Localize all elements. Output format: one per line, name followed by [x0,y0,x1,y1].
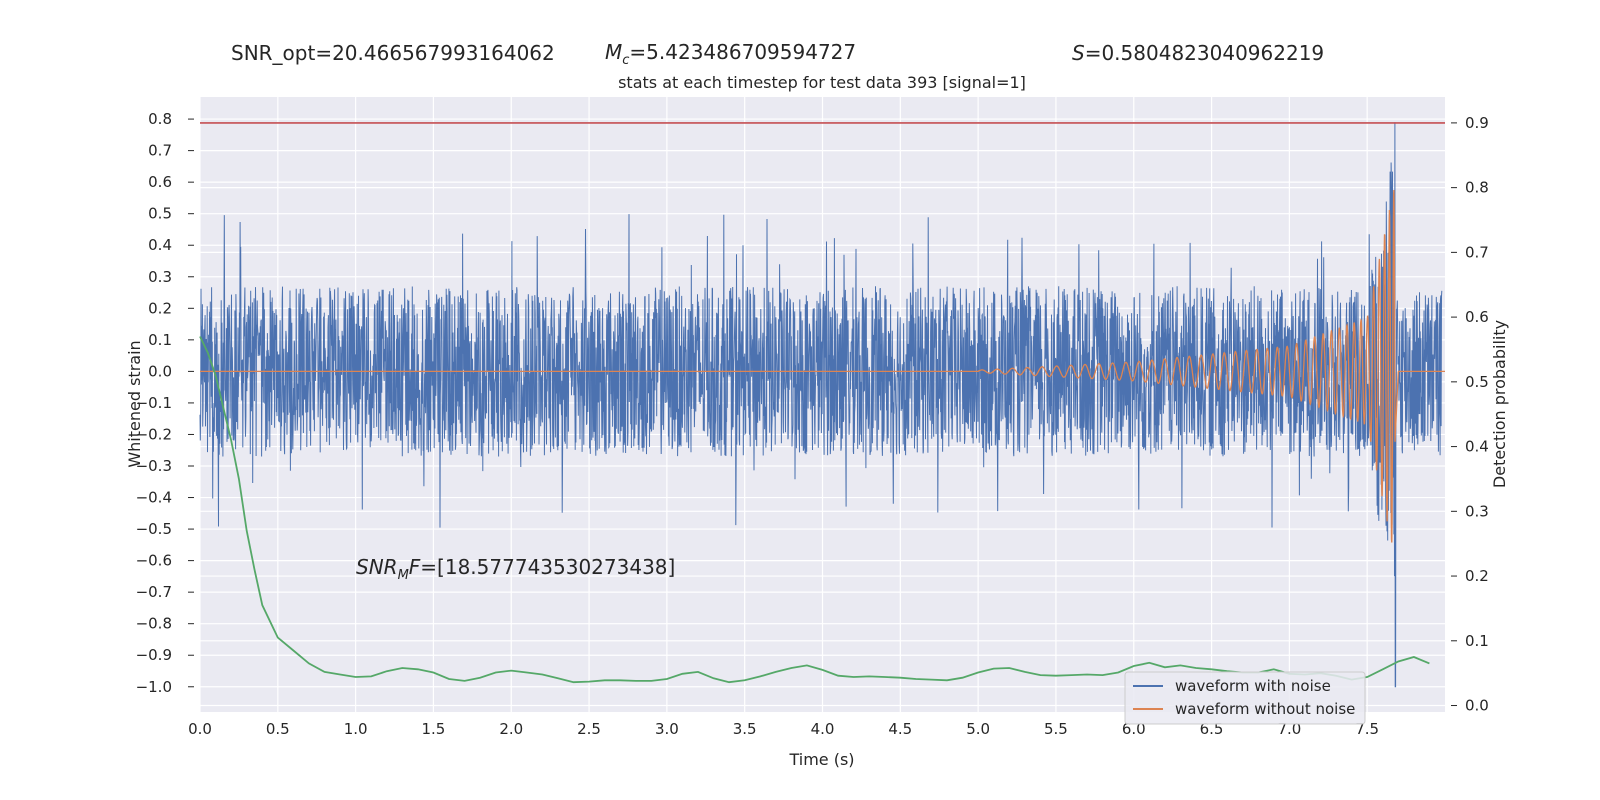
x-tick-label: 5.0 [966,720,990,738]
x-tick-label: 0.0 [188,720,212,738]
x-tick-label: 4.0 [811,720,835,738]
legend: waveform with noise waveform without noi… [1124,671,1366,725]
y-left-tick-label: 0.4 [148,236,172,254]
probability-line [199,336,1430,684]
y-left-tick-label: −0.4 [136,489,172,507]
y-axis-left-label: Whitened strain [125,340,144,467]
x-tick-label: 2.0 [499,720,523,738]
x-axis-label: Time (s) [788,750,854,769]
y-left-tick-label: −0.7 [136,583,172,601]
y-right-tick-label: 0.1 [1465,632,1489,650]
y-left-tick-label: −0.9 [136,646,172,664]
x-tick-label: 4.5 [888,720,912,738]
noisy-waveform-line [199,122,1443,688]
clean-waveform-line [200,189,1445,543]
legend-label-clean: waveform without noise [1175,700,1355,718]
y-left-tick-label: −0.3 [136,457,172,475]
y-right-tick-label: 0.8 [1465,179,1489,197]
y-right-tick-label: 0.4 [1465,438,1489,456]
y-right-tick-label: 0.9 [1465,114,1489,132]
snr-mf-main: SNR [356,555,398,579]
spin-value: =0.5804823040962219 [1085,41,1324,65]
noisy-waveform-series [199,122,1443,688]
chirp-mass-value: =5.423486709594727 [629,40,856,64]
y-axis-right-label: Detection probability [1490,320,1509,488]
x-tick-label: 3.5 [733,720,757,738]
x-tick-label: 1.0 [344,720,368,738]
legend-box [1124,671,1366,725]
clean-waveform-series [200,189,1445,543]
snr-opt-label: SNR_opt=20.466567993164062 [231,41,555,65]
y-left-tick-label: −0.1 [136,394,172,412]
y-right-tick-label: 0.6 [1465,308,1489,326]
y-left-tick-label: 0.8 [148,110,172,128]
snr-mf-value: =[18.577743530273438] [420,555,675,579]
x-tick-label: 0.5 [266,720,290,738]
x-tick-label: 3.0 [655,720,679,738]
y-left-tick-label: −0.2 [136,425,172,443]
y-left-tick-label: 0.3 [148,268,172,286]
snr-mf-subscript: M [398,568,409,583]
x-tick-label: 5.5 [1044,720,1068,738]
y-right-tick-label: 0.2 [1465,567,1489,585]
y-left-tick-label: 0.6 [148,173,172,191]
snr-mf-annotation: SNRMF=[18.577743530273438] [356,555,675,583]
chirp-mass-label: Mc=5.423486709594727 [605,40,856,68]
chart-title: stats at each timestep for test data 393… [618,73,1026,92]
y-left-tick-label: 0.2 [148,299,172,317]
spin-label: S=0.5804823040962219 [1072,41,1324,65]
y-right-tick-label: 0.3 [1465,502,1489,520]
y-right-tick-label: 0.5 [1465,373,1489,391]
x-tick-label: 1.5 [422,720,446,738]
y-right-tick-label: 0.7 [1465,243,1489,261]
spin-symbol: S [1072,41,1085,65]
y-left-tick-label: 0.7 [148,142,172,160]
y-left-tick-label: −0.5 [136,520,172,538]
y-left-tick-label: −0.6 [136,552,172,570]
y-left-tick-label: −0.8 [136,615,172,633]
chirp-mass-subscript: c [622,53,629,68]
y-left-tick-label: −1.0 [136,678,172,696]
snr-mf-f: F [409,555,421,579]
probability-series [199,336,1430,684]
legend-label-noisy: waveform with noise [1175,677,1331,695]
y-left-tick-label: 0.1 [148,331,172,349]
y-right-tick-label: 0.0 [1465,697,1489,715]
x-tick-label: 2.5 [577,720,601,738]
chirp-mass-symbol: M [605,40,622,64]
y-left-tick-label: 0.5 [148,205,172,223]
y-left-tick-label: 0.0 [148,362,172,380]
